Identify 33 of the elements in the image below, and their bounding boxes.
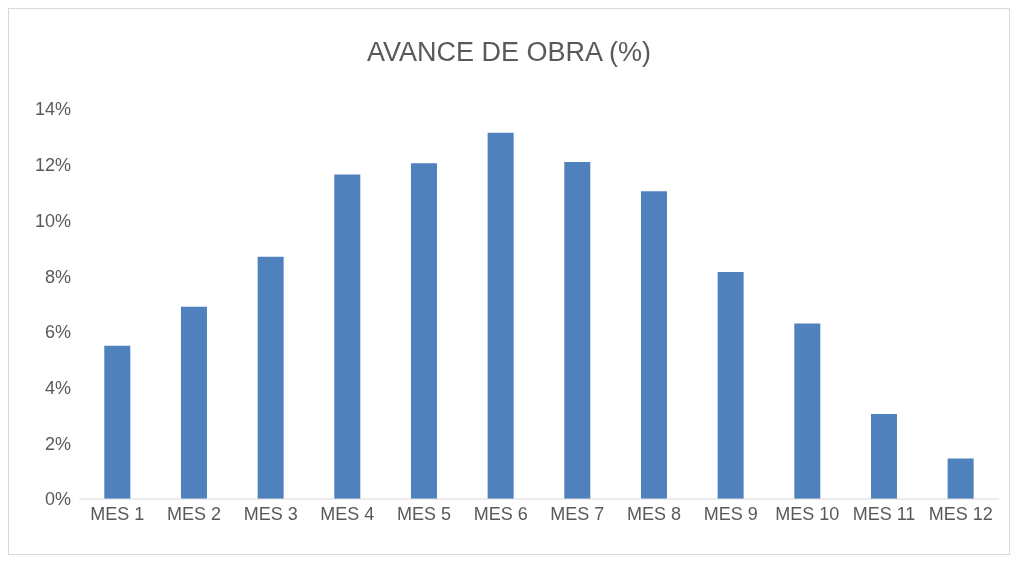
- bar: [564, 161, 591, 499]
- y-tick-label: 2%: [44, 433, 71, 454]
- bar: [717, 271, 744, 499]
- y-tick-label: 4%: [44, 377, 71, 398]
- bar: [870, 414, 897, 499]
- y-tick-label: 0%: [44, 489, 71, 510]
- y-tick-label: 14%: [34, 99, 71, 120]
- x-tick-label: MES 1: [90, 503, 145, 524]
- x-tick-label: MES 3: [243, 503, 298, 524]
- bar: [410, 163, 437, 499]
- chart-title: AVANCE DE OBRA (%): [365, 37, 653, 68]
- y-tick-label: 8%: [44, 266, 71, 287]
- x-tick-label: MES 11: [852, 503, 916, 524]
- bar: [334, 174, 361, 499]
- y-tick-label: 12%: [34, 155, 71, 176]
- x-tick-label: MES 12: [928, 503, 993, 524]
- bar: [487, 132, 514, 499]
- bar: [947, 458, 974, 499]
- bar: [104, 345, 131, 499]
- x-tick-label: MES 2: [166, 503, 222, 524]
- x-tick-label: MES 6: [473, 503, 528, 524]
- bar: [257, 256, 284, 499]
- bar: [640, 191, 667, 499]
- x-tick-label: MES 9: [703, 503, 758, 524]
- x-tick-label: MES 4: [320, 503, 375, 524]
- y-tick-label: 10%: [34, 210, 71, 231]
- x-tick-label: MES 10: [775, 503, 840, 524]
- x-tick-label: MES 5: [396, 503, 452, 524]
- bar: [794, 323, 821, 499]
- bar: [180, 306, 207, 499]
- x-tick-label: MES 7: [550, 503, 605, 524]
- y-tick-label: 6%: [44, 322, 71, 343]
- x-tick-label: MES 8: [626, 503, 682, 524]
